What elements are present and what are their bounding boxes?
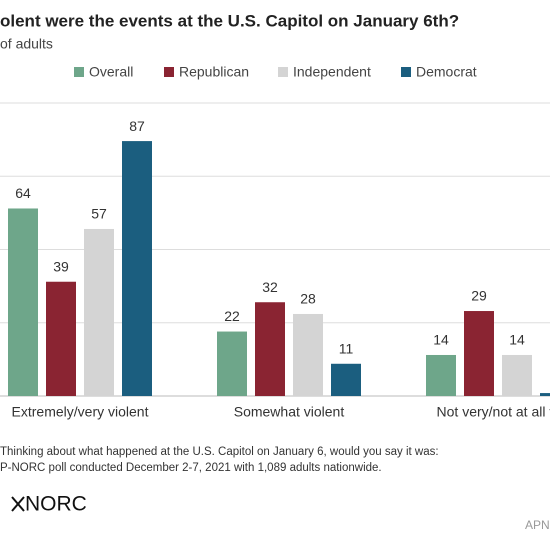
- legend-swatch: [164, 67, 174, 77]
- note: Thinking about what happened at the U.S.…: [0, 446, 439, 458]
- logo: NORC: [25, 493, 87, 516]
- x-tick-label: Extremely/very violent: [12, 404, 149, 420]
- legend-swatch: [401, 67, 411, 77]
- bar: [293, 313, 323, 396]
- bar: [217, 331, 247, 396]
- x-tick-label: Somewhat violent: [234, 404, 345, 420]
- value-label: 11: [339, 340, 354, 356]
- credit: APN: [525, 518, 550, 532]
- bar: [540, 393, 550, 396]
- bar: [255, 302, 285, 396]
- value-label: 57: [91, 206, 107, 222]
- chart-subtitle: of adults: [0, 36, 53, 52]
- bar: [331, 363, 361, 396]
- bar: [122, 141, 152, 396]
- value-label: 29: [471, 288, 487, 304]
- legend-label: Democrat: [416, 64, 477, 80]
- legend-swatch: [74, 67, 84, 77]
- value-label: 28: [300, 291, 316, 307]
- legend-swatch: [278, 67, 288, 77]
- bar: [84, 228, 114, 396]
- value-label: 87: [129, 118, 145, 134]
- value-label: 64: [15, 185, 31, 201]
- value-label: 22: [224, 308, 240, 324]
- value-label: 14: [433, 332, 449, 348]
- legend-label: Republican: [179, 64, 249, 80]
- value-label: 39: [53, 258, 69, 274]
- bar: [502, 354, 532, 396]
- value-label: 14: [509, 332, 525, 348]
- bar: [426, 354, 456, 396]
- bar: [46, 281, 76, 396]
- value-label: 32: [262, 279, 278, 295]
- note: P-NORC poll conducted December 2-7, 2021…: [0, 462, 382, 474]
- chart-title: olent were the events at the U.S. Capito…: [0, 11, 459, 30]
- bar: [8, 208, 38, 396]
- logo-mark: [11, 496, 25, 512]
- x-tick-label: Not very/not at all vi: [437, 404, 550, 420]
- legend-label: Overall: [89, 64, 133, 80]
- bar: [464, 311, 494, 396]
- legend-label: Independent: [293, 64, 371, 80]
